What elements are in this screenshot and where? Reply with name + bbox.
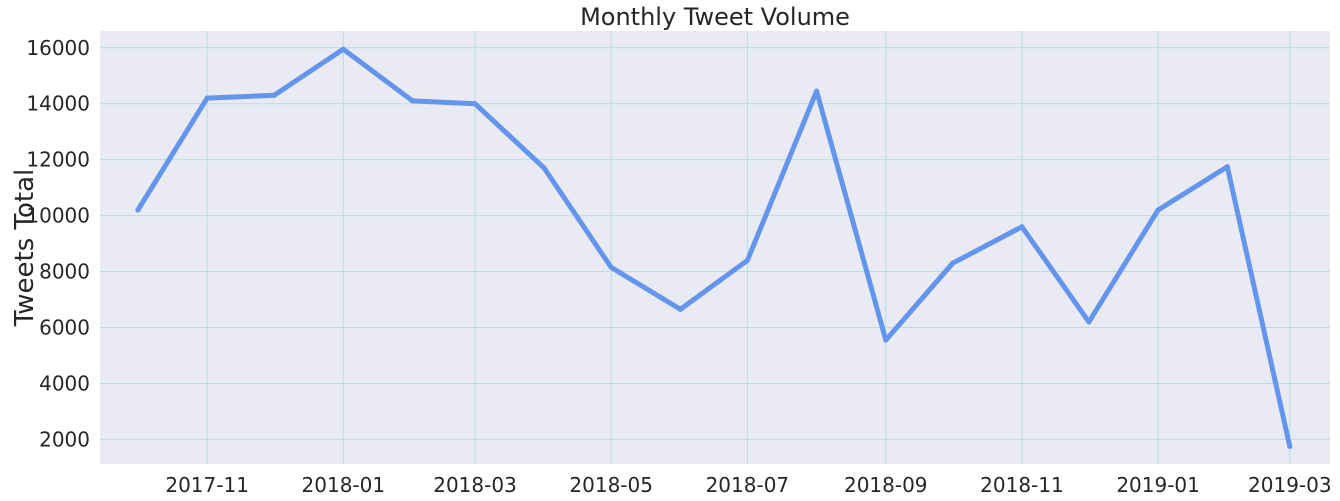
x-tick-label: 2018-11 bbox=[980, 473, 1064, 497]
x-tick-label: 2017-11 bbox=[165, 473, 249, 497]
x-tick-label: 2018-05 bbox=[569, 473, 653, 497]
data-point bbox=[883, 337, 889, 343]
tick-labels: 2000 4000 6000 8000 10000 12000 14000 16000 2017… bbox=[26, 36, 1331, 497]
y-tick-label: 4000 bbox=[39, 371, 90, 395]
data-point bbox=[744, 257, 750, 263]
x-tick-label: 2018-01 bbox=[302, 473, 386, 497]
x-tick-label: 2018-03 bbox=[433, 473, 517, 497]
data-point bbox=[1155, 207, 1161, 213]
x-tick-label: 2018-09 bbox=[844, 473, 928, 497]
data-point bbox=[1086, 319, 1092, 325]
y-axis-label: Tweets Total bbox=[10, 169, 40, 328]
data-point bbox=[950, 260, 956, 266]
data-point bbox=[541, 165, 547, 171]
data-point bbox=[135, 207, 141, 213]
y-tick-label: 14000 bbox=[26, 92, 90, 116]
data-point bbox=[608, 264, 614, 270]
x-tick-label: 2018-07 bbox=[706, 473, 790, 497]
y-tick-label: 12000 bbox=[26, 148, 90, 172]
data-point bbox=[340, 46, 346, 52]
chart-title: Monthly Tweet Volume bbox=[580, 3, 850, 31]
x-tick-label: 2019-01 bbox=[1116, 473, 1200, 497]
y-tick-label: 2000 bbox=[39, 427, 90, 451]
y-tick-label: 8000 bbox=[39, 260, 90, 284]
data-point bbox=[1224, 164, 1230, 170]
y-tick-label: 10000 bbox=[26, 204, 90, 228]
y-tick-label: 16000 bbox=[26, 36, 90, 60]
series-line bbox=[135, 46, 1293, 449]
y-tick-label: 6000 bbox=[39, 315, 90, 339]
data-point bbox=[1019, 224, 1025, 230]
data-point bbox=[204, 95, 210, 101]
data-point bbox=[814, 88, 820, 94]
x-tick-label: 2019-03 bbox=[1248, 473, 1332, 497]
plot-area bbox=[100, 31, 1330, 464]
data-point bbox=[1287, 443, 1293, 449]
data-point bbox=[410, 98, 416, 104]
data-point bbox=[271, 92, 277, 98]
series-layer bbox=[135, 46, 1293, 449]
data-point bbox=[677, 306, 683, 312]
data-point bbox=[472, 101, 478, 107]
